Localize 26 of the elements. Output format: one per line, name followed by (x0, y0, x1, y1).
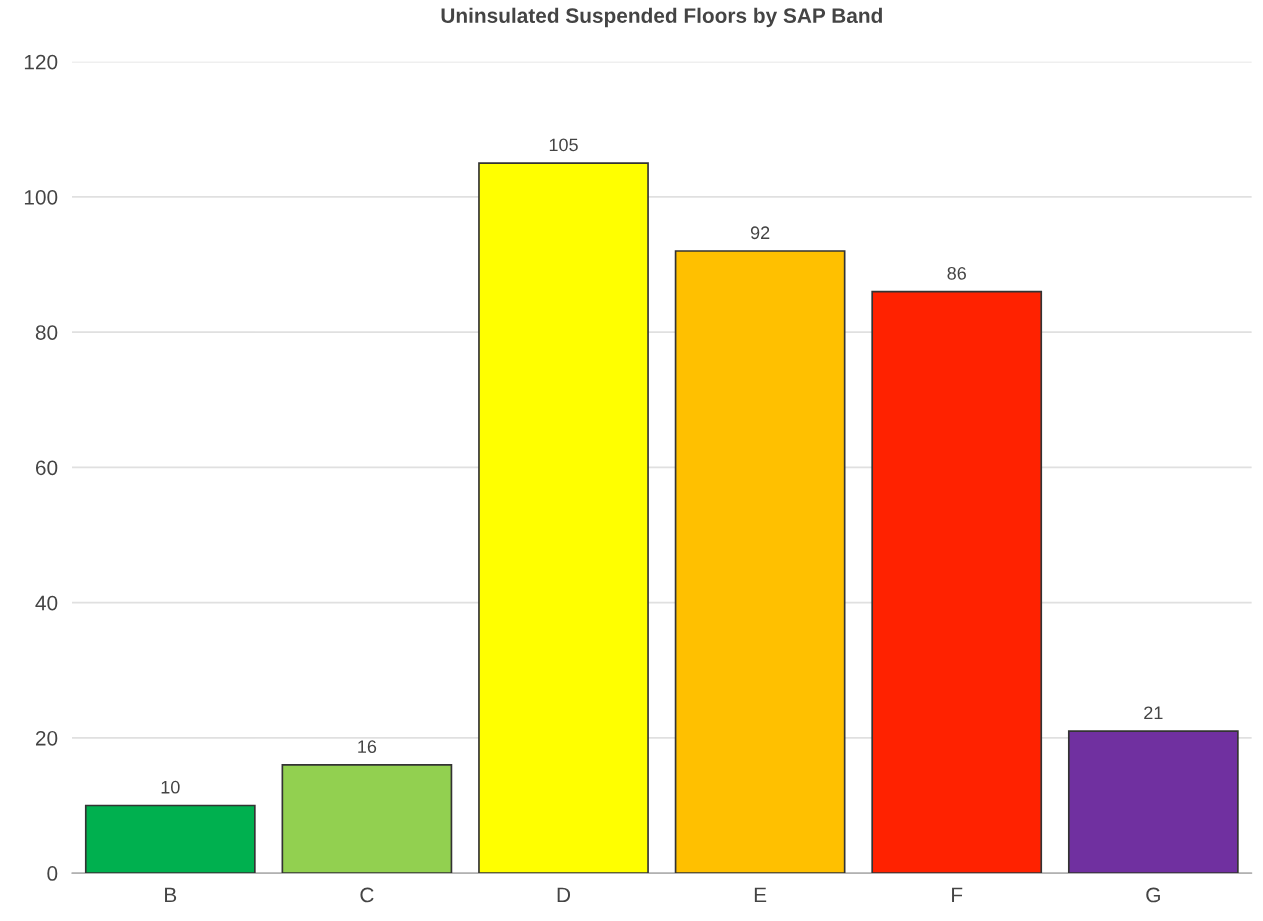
y-tick-label: 0 (47, 866, 58, 881)
data-label: 21 (1144, 706, 1163, 720)
x-tick-label: B (165, 887, 177, 903)
y-tick-label: 100 (24, 189, 58, 205)
bar (281, 764, 453, 874)
data-label: 105 (549, 138, 578, 152)
y-tick-label: 40 (35, 595, 58, 611)
bar (871, 290, 1043, 874)
x-tick-label: D (557, 887, 571, 903)
bar (674, 250, 846, 874)
x-tick-label: E (754, 887, 767, 903)
bar (478, 162, 649, 874)
x-tick-label: F (952, 887, 963, 903)
bar (1067, 730, 1239, 874)
y-tick-label: 20 (35, 730, 58, 746)
data-label: 10 (161, 780, 180, 794)
chart-title: Uninsulated Suspended Floors by SAP Band (441, 7, 882, 28)
y-tick-label: 60 (35, 460, 58, 476)
x-tick-label: C (360, 887, 374, 903)
x-tick-label: G (1146, 887, 1160, 903)
bar (84, 804, 256, 874)
data-label: 92 (750, 226, 770, 240)
data-label: 86 (947, 266, 966, 280)
data-label: 16 (358, 740, 377, 754)
y-tick-label: 120 (24, 54, 58, 70)
y-tick-label: 80 (35, 325, 58, 340)
